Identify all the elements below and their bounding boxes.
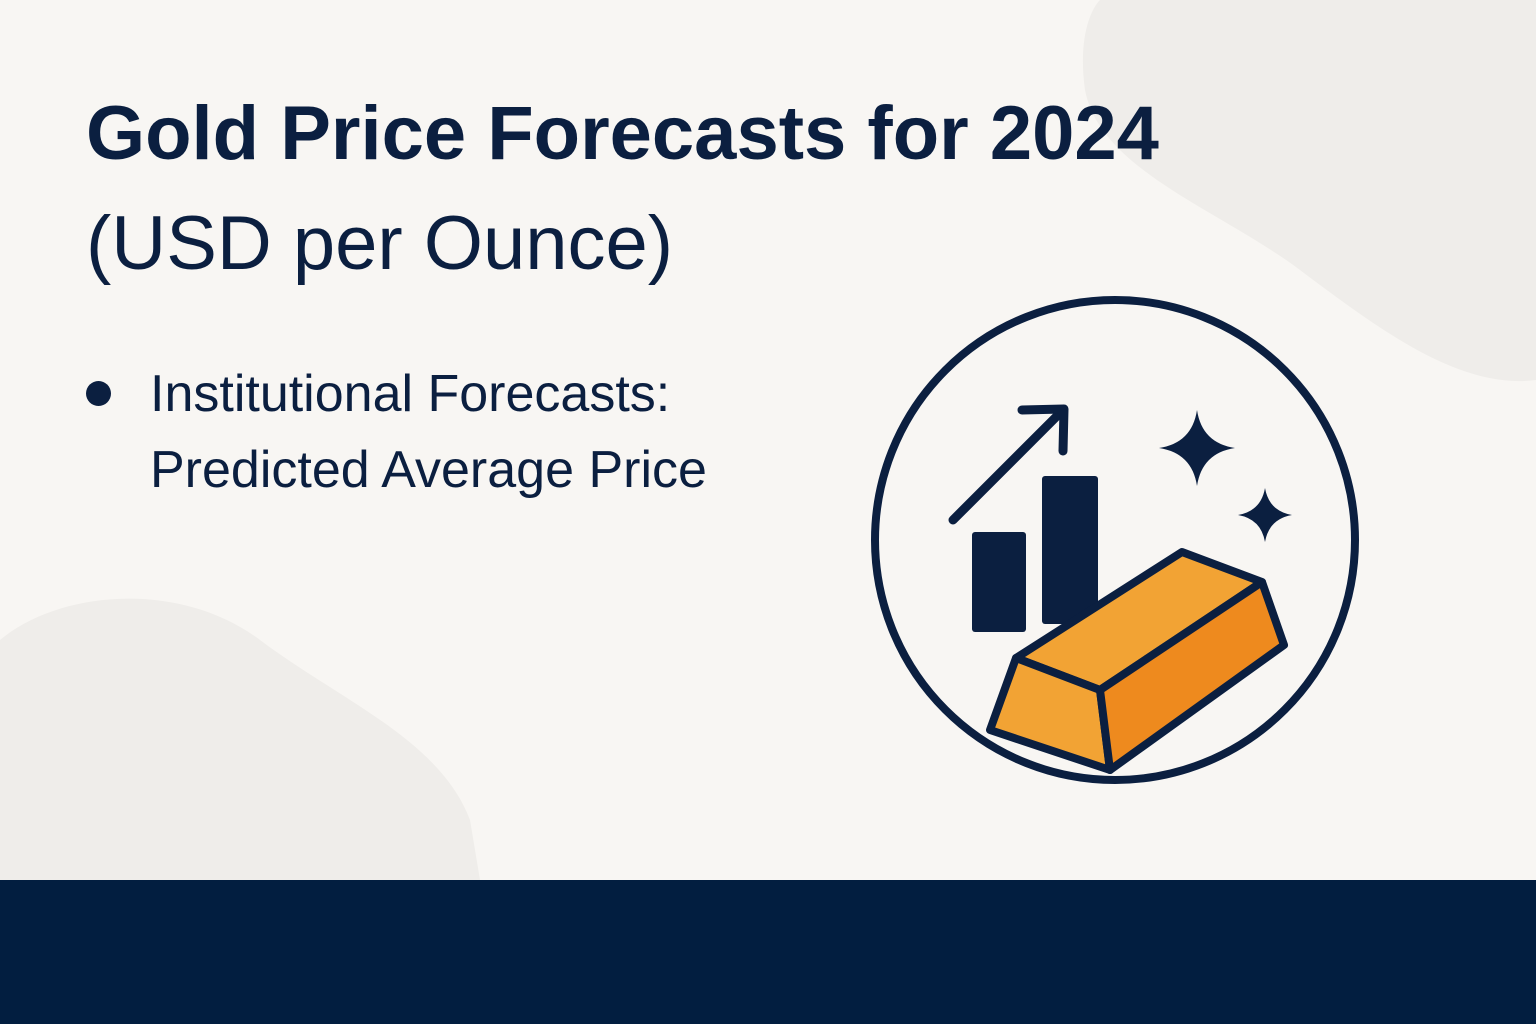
icon-bar xyxy=(1042,476,1098,624)
bullet-item: Institutional Forecasts: Predicted Avera… xyxy=(86,356,870,508)
icon-sparkle xyxy=(1159,410,1235,486)
blob xyxy=(1082,0,1536,382)
icon-sparkle xyxy=(1238,488,1292,542)
bullet-list: Institutional Forecasts: Predicted Avera… xyxy=(86,356,870,508)
icon-arrow-head xyxy=(1017,404,1069,456)
bullet-dot xyxy=(86,381,111,406)
footer-bar xyxy=(0,880,1536,1024)
icon-gold-bar xyxy=(986,548,1288,774)
slide-subtitle: (USD per Ounce) xyxy=(86,201,674,286)
blob xyxy=(0,598,480,880)
icon-arrow xyxy=(948,408,1065,525)
bullet-text: Institutional Forecasts: Predicted Avera… xyxy=(150,365,707,499)
icon-bar xyxy=(972,532,1026,632)
slide-title: Gold Price Forecasts for 2024 xyxy=(86,91,1159,176)
